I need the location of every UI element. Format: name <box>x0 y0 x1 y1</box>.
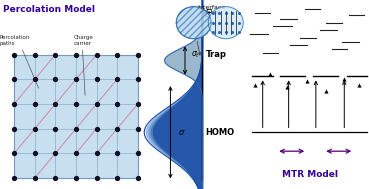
Text: Trap: Trap <box>206 50 226 59</box>
Text: Percolation Model: Percolation Model <box>3 5 95 14</box>
Ellipse shape <box>176 7 211 39</box>
Ellipse shape <box>208 7 243 39</box>
Bar <box>14 55 138 178</box>
Text: $\sigma$: $\sigma$ <box>178 128 186 137</box>
Text: Interface
states: Interface states <box>197 5 225 15</box>
Text: $E$: $E$ <box>204 7 213 19</box>
Text: Charge
carrier: Charge carrier <box>74 35 94 46</box>
Text: $\sigma_t$: $\sigma_t$ <box>191 50 200 60</box>
Text: Percolation
paths: Percolation paths <box>0 35 30 46</box>
Text: MTR Model: MTR Model <box>282 170 338 179</box>
Text: HOMO: HOMO <box>206 128 235 137</box>
